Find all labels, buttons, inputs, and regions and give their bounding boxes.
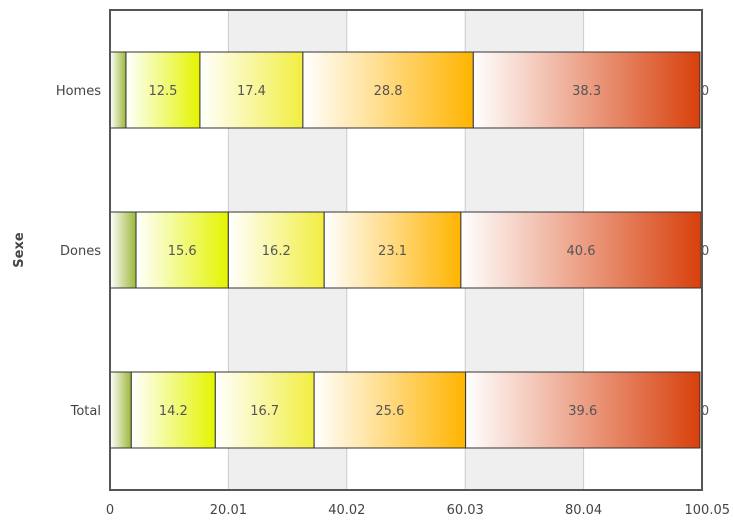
data-label: 39.6	[568, 404, 597, 419]
x-axis-ticks: 0 20.01 40.02 60.03 80.04 100.05	[106, 503, 730, 518]
bar-segment	[130, 371, 216, 449]
bar-segment	[302, 51, 474, 129]
data-label: 23.1	[378, 244, 407, 259]
bar-segment	[199, 51, 304, 129]
y-category-label: Homes	[56, 84, 101, 99]
data-label: 15.6	[168, 244, 197, 259]
y-axis-title: Sexe	[12, 232, 27, 268]
data-label: 38.3	[572, 84, 601, 99]
x-tick-label: 60.03	[447, 503, 484, 518]
bar-segment	[460, 211, 702, 289]
y-category-label: Total	[70, 404, 101, 419]
data-label: 17.4	[237, 84, 266, 99]
bar-segment	[214, 371, 315, 449]
bar-segment	[313, 371, 467, 449]
data-label: 16.7	[250, 404, 279, 419]
data-label: 25.6	[375, 404, 404, 419]
bar-segment	[109, 211, 137, 289]
bar-segment	[125, 51, 201, 129]
data-label: 16.2	[262, 244, 291, 259]
bar-segment	[227, 211, 325, 289]
data-label: 12.5	[148, 84, 177, 99]
bar-segment	[465, 371, 701, 449]
plot-border	[109, 9, 703, 491]
bar-segment	[323, 211, 462, 289]
data-label: 0	[701, 244, 709, 259]
bar-segment	[472, 51, 701, 129]
x-tick-label: 0	[106, 503, 114, 518]
x-tick-label: 80.04	[565, 503, 602, 518]
x-tick-label: 100.05	[685, 503, 731, 518]
y-category-label: Dones	[60, 244, 101, 259]
data-label: 0	[701, 84, 709, 99]
data-label: 0	[701, 404, 709, 419]
bar-series: 12.5 17.4 28.8 38.3 0 15.6 16.2 23.1 40.6 0 14.2 16…	[109, 51, 709, 449]
x-tick-label: 40.02	[328, 503, 365, 518]
data-label: 40.6	[567, 244, 596, 259]
bar-segment	[109, 51, 127, 129]
data-label: 14.2	[159, 404, 188, 419]
bar-segment	[109, 371, 132, 449]
x-tick-label: 20.01	[210, 503, 247, 518]
data-label: 28.8	[374, 84, 403, 99]
y-axis-categories: Homes Dones Total	[56, 84, 101, 419]
bar-segment	[135, 211, 229, 289]
